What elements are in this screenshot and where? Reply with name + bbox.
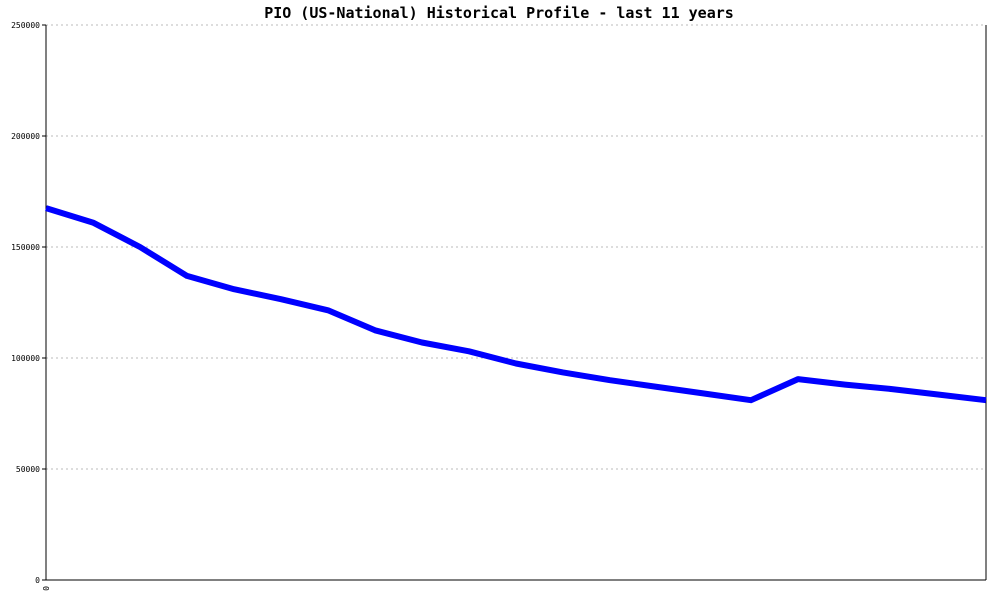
x-tick-label: 0 [41, 586, 50, 591]
series-line-0 [45, 205, 987, 404]
series-group [45, 205, 987, 404]
x-tick-labels: 0 [41, 586, 50, 591]
y-tick-labels: 0 50000 100000 150000 200000 250000 [11, 21, 46, 585]
gridlines [46, 24, 986, 470]
y-tick-label: 50000 [16, 465, 40, 474]
y-tick-label: 150000 [11, 243, 40, 252]
chart-title: PIO (US-National) Historical Profile - l… [264, 4, 734, 22]
y-tick-label: 100000 [11, 354, 40, 363]
y-tick-label: 250000 [11, 21, 40, 30]
y-tick-label: 0 [35, 576, 40, 585]
y-tick-label: 200000 [11, 132, 40, 141]
